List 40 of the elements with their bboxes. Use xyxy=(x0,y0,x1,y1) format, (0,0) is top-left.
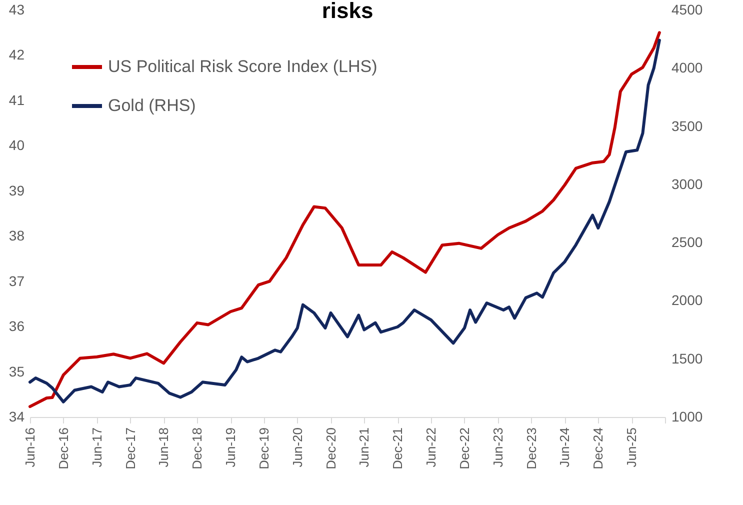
y2-tick-label: 2500 xyxy=(672,234,703,250)
x-tick-label: Dec-20 xyxy=(323,428,338,470)
x-tick-label: Jun-24 xyxy=(557,428,572,468)
y-tick-label: 34 xyxy=(8,408,25,424)
x-tick-label: Jun-19 xyxy=(223,428,238,468)
x-tick-label: Dec-21 xyxy=(390,428,406,470)
y-tick-label: 39 xyxy=(8,182,25,198)
x-tick-label: Dec-18 xyxy=(190,428,205,470)
x-tick-label: Dec-17 xyxy=(122,428,138,470)
x-tick-label: Jun-25 xyxy=(624,428,640,468)
y-tick-label: 37 xyxy=(8,272,25,289)
chart-title: risks xyxy=(322,0,374,23)
x-tick-label: Jun-17 xyxy=(89,428,104,468)
x-tick-label: Jun-23 xyxy=(490,428,506,468)
x-tick-label: Jun-18 xyxy=(156,428,172,468)
x-tick-label: Dec-23 xyxy=(524,428,539,470)
x-tick-label: Dec-19 xyxy=(256,428,272,470)
legend-label: US Political Risk Score Index (LHS) xyxy=(108,57,378,76)
x-tick-label: Dec-16 xyxy=(56,428,71,470)
y-tick-label: 41 xyxy=(8,92,25,108)
y2-tick-label: 4000 xyxy=(672,60,703,76)
y-tick-label: 42 xyxy=(8,46,25,63)
y-tick-label: 35 xyxy=(8,363,25,380)
y2-tick-label: 4500 xyxy=(672,2,703,18)
y2-tick-label: 3000 xyxy=(672,176,703,192)
x-tick-label: Dec-24 xyxy=(590,428,606,470)
y2-tick-label: 1000 xyxy=(672,408,703,424)
x-tick-label: Dec-22 xyxy=(456,428,472,470)
y2-tick-label: 2000 xyxy=(672,292,703,308)
x-tick-label: Jun-20 xyxy=(290,428,305,468)
y2-tick-label: 3500 xyxy=(672,118,703,134)
y-tick-label: 38 xyxy=(8,228,25,244)
x-tick-label: Jun-22 xyxy=(424,428,439,468)
x-tick-label: Jun-21 xyxy=(356,428,372,468)
y-tick-label: 43 xyxy=(8,2,25,18)
y-tick-label: 40 xyxy=(8,137,25,154)
y-tick-label: 36 xyxy=(8,318,25,334)
y2-tick-label: 1500 xyxy=(672,350,703,366)
legend-label: Gold (RHS) xyxy=(108,96,196,115)
x-tick-label: Jun-16 xyxy=(22,428,38,468)
